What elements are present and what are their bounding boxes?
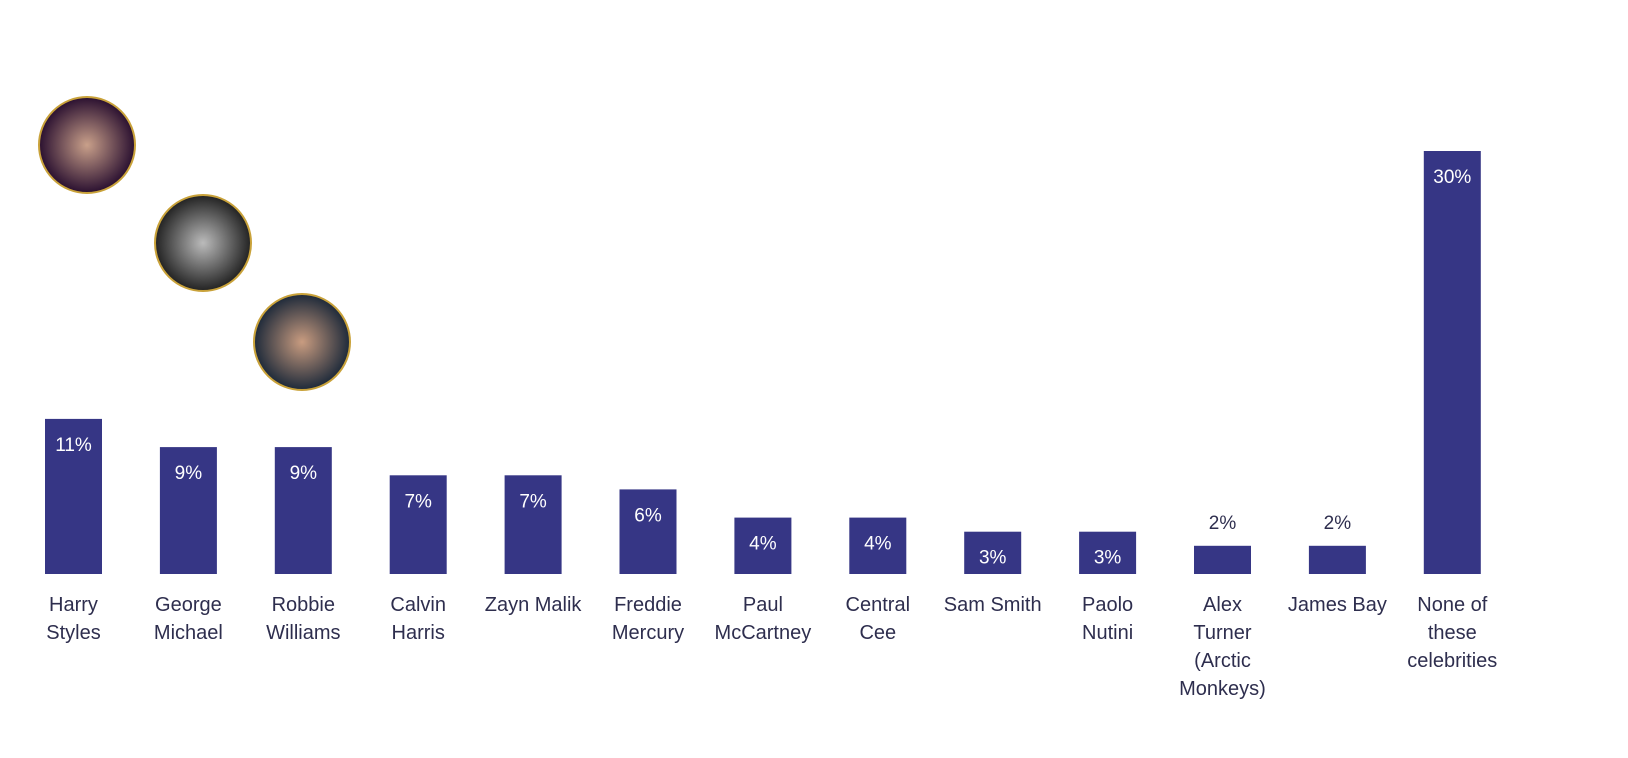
- x-tick-label: James Bay: [1287, 594, 1387, 616]
- avatar: [253, 293, 351, 391]
- avatar: [154, 194, 252, 292]
- bar: [734, 517, 792, 574]
- bar: [1423, 151, 1481, 574]
- bar: [504, 475, 562, 574]
- value-label: 2%: [1209, 513, 1237, 534]
- x-tick-label: Freddie Mercury: [611, 594, 685, 644]
- x-tick-label: Sam Smith: [943, 594, 1042, 616]
- value-label: 9%: [175, 463, 203, 484]
- value-label: 7%: [519, 491, 547, 512]
- x-tick-label: Harry Styles: [46, 594, 101, 644]
- bar: [619, 489, 677, 574]
- value-label: 7%: [404, 491, 432, 512]
- bar: [1308, 545, 1366, 574]
- x-tick-label: Alex Turner (Arctic Monkeys): [1179, 594, 1266, 700]
- bar: [964, 531, 1022, 574]
- value-label: 2%: [1324, 513, 1352, 534]
- x-tick-label: Central Cee: [845, 594, 911, 644]
- x-tick-label: Calvin Harris: [390, 594, 446, 644]
- value-label: 4%: [749, 534, 777, 555]
- x-tick-label: Paul McCartney: [714, 594, 812, 644]
- value-label: 30%: [1433, 167, 1471, 188]
- value-label: 4%: [864, 534, 892, 555]
- bar: [274, 447, 332, 574]
- value-label: 9%: [290, 463, 318, 484]
- value-label: 11%: [55, 435, 92, 456]
- bar: [45, 418, 102, 574]
- value-label: 3%: [979, 548, 1007, 569]
- x-tick-label: Paolo Nutini: [1082, 594, 1134, 644]
- bar: [389, 475, 447, 574]
- bar: [1079, 531, 1137, 574]
- x-tick-label: Zayn Malik: [484, 594, 582, 616]
- avatar: [38, 96, 136, 194]
- x-tick-label: George Michael: [153, 594, 223, 644]
- bar: [159, 447, 217, 574]
- value-label: 6%: [634, 505, 662, 526]
- x-tick-label: Robbie Williams: [266, 594, 341, 644]
- value-label: 3%: [1094, 548, 1122, 569]
- x-tick-label: None of these celebrities: [1407, 594, 1498, 672]
- bar: [849, 517, 907, 574]
- bar: [1194, 545, 1251, 574]
